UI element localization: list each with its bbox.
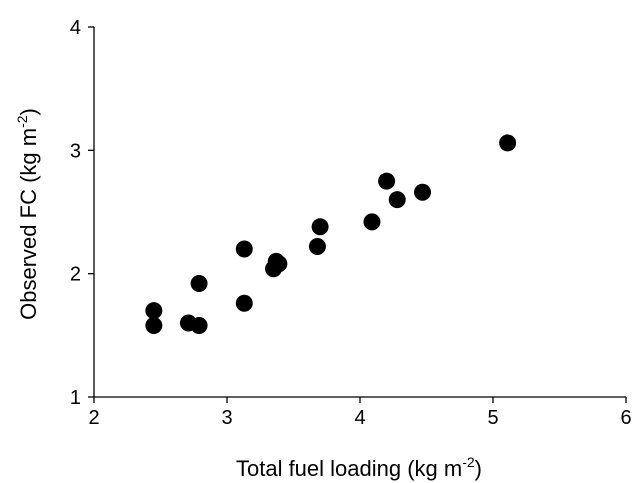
y-tick-label: 1 [70,387,81,409]
x-tick-label: 6 [620,407,631,429]
x-axis-title: Total fuel loading (kg m-2) [236,454,482,481]
data-point [145,302,163,320]
y-tick-label: 3 [70,140,81,162]
axes [93,27,626,398]
data-point [235,240,253,258]
data-point [388,191,406,209]
axis-title-superscript: -2 [14,115,30,128]
x-tick-label: 2 [88,407,99,429]
data-point [499,134,517,152]
data-point [311,218,329,236]
data-point [378,172,396,190]
data-point [190,275,208,293]
x-tick-label: 4 [354,407,365,429]
y-axis-title: Observed FC (kg m-2) [14,108,41,320]
axis-title-superscript: -2 [462,454,475,470]
data-point [363,213,381,231]
data-point [190,316,208,334]
x-tick-label: 5 [487,407,498,429]
axis-title-text: Observed FC (kg m [16,128,41,320]
x-tick-label: 3 [221,407,232,429]
data-point [145,316,163,334]
y-tick-label: 4 [70,17,81,39]
axis-title-suffix: ) [16,108,41,115]
data-point [270,255,288,273]
data-point [235,294,253,312]
data-points [145,134,517,334]
y-tick-label: 2 [70,264,81,286]
data-point [308,238,326,256]
axis-title-text: Total fuel loading (kg m [236,456,462,481]
axis-title-suffix: ) [475,456,482,481]
data-point [414,183,432,201]
